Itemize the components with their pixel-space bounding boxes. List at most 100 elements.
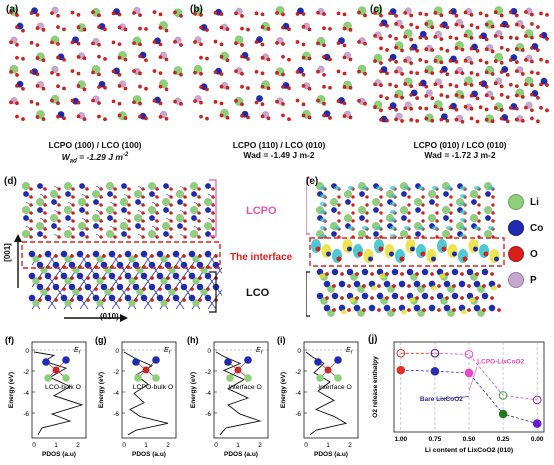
atom	[429, 271, 434, 276]
atom	[286, 57, 291, 62]
atom	[403, 81, 408, 86]
atom	[198, 25, 203, 30]
atom	[127, 195, 131, 199]
lcpo-region-label: LCPO	[246, 205, 277, 217]
lco-bracket	[305, 271, 310, 317]
atom	[240, 84, 245, 89]
atom	[454, 36, 459, 41]
atom	[388, 251, 395, 257]
atom	[211, 187, 215, 191]
legend-item-co: Co	[508, 218, 543, 238]
atom	[234, 98, 239, 103]
atom	[178, 101, 183, 106]
atom	[484, 107, 489, 112]
atom	[82, 56, 87, 61]
atom	[466, 268, 474, 276]
atom	[246, 115, 251, 120]
atom	[254, 40, 259, 45]
atom	[394, 21, 399, 26]
atom	[156, 250, 164, 258]
atom	[491, 203, 495, 207]
atom	[484, 117, 489, 122]
panel-b-wad: Wad = -1.49 J m-2	[243, 150, 315, 160]
atom	[9, 40, 13, 45]
atom	[435, 219, 439, 223]
atom	[133, 214, 142, 223]
atom	[219, 101, 224, 106]
panel-b: (b) LCPO (110) / LCO (010) Wad = -1.49 J…	[190, 4, 368, 160]
atom	[475, 48, 480, 53]
charge-density	[348, 186, 354, 190]
atom	[155, 203, 159, 207]
atom	[117, 25, 122, 30]
charge-density	[320, 186, 326, 190]
atom	[56, 101, 61, 106]
atom	[493, 10, 498, 15]
atom	[50, 70, 55, 75]
atom	[477, 219, 481, 223]
atom	[424, 106, 429, 111]
atom	[76, 100, 81, 105]
atom	[409, 22, 414, 27]
atom	[113, 203, 117, 207]
atom	[418, 106, 423, 111]
atom	[523, 34, 528, 39]
atom	[141, 227, 145, 231]
atom	[378, 117, 383, 122]
axis-001-label: [001]	[2, 243, 12, 262]
atom	[71, 227, 75, 231]
y-tick-label: -6	[295, 411, 301, 418]
atom	[35, 115, 40, 120]
atom	[529, 21, 534, 26]
atom	[29, 11, 34, 16]
atom	[158, 114, 163, 119]
atom	[204, 207, 211, 214]
atom	[451, 283, 456, 288]
atom	[463, 104, 468, 109]
charge-density	[341, 309, 347, 315]
atom	[358, 230, 367, 239]
atom	[116, 261, 124, 269]
lcpo-bracket	[305, 177, 310, 235]
atom	[362, 283, 367, 288]
atom	[113, 219, 117, 223]
atom	[466, 283, 471, 288]
atom	[183, 211, 187, 215]
fermi-label: Ef	[346, 347, 353, 356]
atom	[451, 292, 459, 300]
atom	[84, 283, 92, 291]
atom	[96, 114, 101, 119]
atom	[40, 288, 48, 296]
pdos-curve	[33, 351, 84, 436]
atom	[158, 25, 163, 30]
panel-j: (j) 1.00 0.75 0.50 0.25 0.00 LCPO-LixCoO2 Bare…	[368, 334, 552, 460]
atom	[123, 27, 128, 32]
atom	[280, 72, 285, 77]
x-tick-label: 2	[76, 442, 80, 449]
atom	[481, 283, 486, 288]
atom	[439, 69, 444, 74]
atom	[391, 292, 399, 300]
atom	[155, 211, 159, 215]
atom	[403, 106, 408, 111]
atom	[204, 182, 211, 189]
atom	[373, 59, 377, 64]
structure-e-image	[305, 177, 505, 317]
neighbor-atom	[226, 374, 234, 382]
atom	[260, 114, 265, 119]
atom	[156, 272, 164, 280]
atom	[137, 84, 142, 89]
y-tick-label: -6	[23, 411, 29, 418]
atom	[469, 93, 474, 98]
atom	[441, 230, 450, 239]
atom	[189, 230, 198, 239]
atom	[544, 12, 549, 17]
atom	[96, 101, 101, 106]
atom	[331, 292, 339, 300]
atom	[43, 219, 47, 223]
atom	[155, 235, 159, 239]
atom	[14, 72, 19, 77]
atom	[520, 94, 525, 99]
atom	[43, 195, 47, 199]
atom	[365, 195, 369, 199]
